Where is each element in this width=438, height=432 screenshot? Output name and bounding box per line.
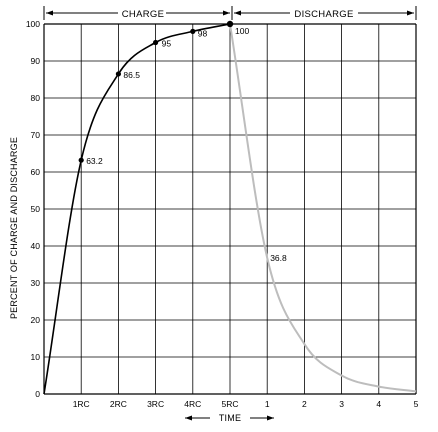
- x-axis-label: TIME: [219, 413, 241, 423]
- charge-point: [153, 39, 159, 46]
- y-tick-label: 90: [31, 56, 41, 66]
- data-label: 98: [198, 28, 208, 38]
- discharge-header-label: DISCHARGE: [294, 9, 353, 20]
- y-tick-label: 60: [31, 167, 41, 177]
- grid: [43, 23, 417, 395]
- y-tick-label: 70: [31, 130, 41, 140]
- tick-labels: 0 10 20 30 40 50 60 70 80 90 100 1RC 2RC 3RC 4RC 5RC 1 2 3…: [26, 19, 419, 409]
- x-tick-label: 3: [339, 399, 344, 409]
- data-label: 36.8: [270, 253, 287, 263]
- time-arrows: [185, 415, 274, 421]
- data-label: 86.5: [123, 70, 140, 80]
- y-tick-label: 20: [31, 315, 41, 325]
- y-tick-label: 100: [26, 19, 40, 29]
- x-tick-label: 3RC: [147, 399, 164, 409]
- x-tick-label: 1: [265, 399, 270, 409]
- data-points: [78, 20, 234, 163]
- y-tick-label: 40: [31, 241, 41, 251]
- data-label: 100: [235, 26, 249, 36]
- y-axis-label: PERCENT OF CHARGE AND DISCHARGE: [9, 137, 19, 319]
- x-tick-label: 1RC: [73, 399, 90, 409]
- charge-point: [226, 20, 234, 28]
- charge-point: [190, 28, 196, 34]
- x-tick-label: 2: [302, 399, 307, 409]
- x-tick-label: 4: [376, 399, 381, 409]
- y-tick-label: 50: [31, 204, 41, 214]
- x-tick-label: 4RC: [184, 399, 201, 409]
- data-label: 63.2: [86, 156, 103, 166]
- data-label: 95: [162, 39, 172, 49]
- y-tick-label: 10: [31, 352, 41, 362]
- charge-point: [78, 157, 84, 163]
- x-tick-label: 5RC: [221, 399, 238, 409]
- header-brackets: [43, 6, 417, 20]
- data-labels: 63.2 86.5 95 98 100 36.8: [86, 26, 287, 263]
- y-tick-label: 80: [31, 93, 41, 103]
- x-tick-label: 2RC: [110, 399, 127, 409]
- y-tick-label: 30: [31, 278, 41, 288]
- charge-point: [115, 71, 121, 77]
- y-tick-label: 0: [35, 389, 40, 399]
- charge-header-label: CHARGE: [122, 9, 164, 20]
- x-tick-label: 5: [414, 399, 419, 409]
- discharge-curve: [229, 23, 417, 393]
